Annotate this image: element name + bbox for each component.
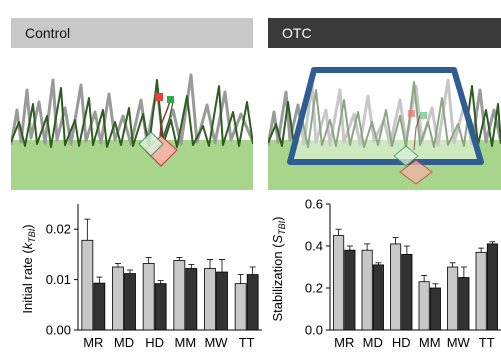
x-tick-label: MR (334, 335, 354, 350)
x-tick-label: MR (83, 335, 103, 350)
teabag (393, 110, 433, 185)
y-axis-label-symbol: S (270, 234, 285, 243)
x-tick-label: MD (363, 335, 383, 350)
bar (204, 268, 216, 331)
x-tick-label: MD (114, 335, 134, 350)
y-tick-label: 0.01 (46, 272, 71, 287)
bar (475, 251, 487, 331)
y-tick-label: 0.2 (305, 281, 323, 296)
tag-green (420, 112, 427, 119)
y-tick-label: 0.4 (305, 239, 323, 254)
y-axis-label-symbol: k (20, 241, 35, 249)
y-tick-label: 0.6 (305, 197, 323, 212)
bar (458, 277, 470, 331)
y-axis-label-text: Initial rate ( (20, 249, 35, 314)
bar (154, 283, 167, 331)
y-axis-label-text: ) (270, 216, 285, 220)
bar (401, 254, 413, 331)
x-tick-label: TT (479, 335, 495, 350)
panel-header-otc: OTC (268, 18, 501, 48)
bar (93, 282, 106, 331)
y-tick-label: 0.02 (46, 222, 71, 237)
bar (344, 249, 356, 331)
y-axis-label-text: Stabilization ( (270, 243, 285, 322)
bar (124, 273, 136, 331)
tag-red (408, 110, 415, 117)
bar (429, 287, 441, 331)
tag-red (155, 93, 163, 101)
ground (11, 140, 253, 190)
panel-header-control: Control (11, 18, 253, 48)
x-tick-label: HD (392, 335, 411, 350)
bar (142, 263, 155, 331)
bar (361, 249, 373, 331)
y-axis-label: Initial rate (kTBI) (20, 224, 37, 313)
chart-initial-rate: 0.00 0.01 0.02 Initial rate (kTBI) MR MD HD MM M… (20, 204, 262, 350)
control-scene (11, 73, 253, 190)
y-axis-label: Stabilization (STBI) (270, 216, 287, 321)
bar (447, 266, 459, 331)
x-tick-label: TT (239, 335, 255, 350)
otc-chamber-fill (290, 70, 481, 162)
x-tick-label: MW (447, 335, 471, 350)
grass-dark (268, 81, 501, 148)
bar (185, 268, 198, 331)
grass-dark (11, 79, 253, 148)
x-tick-label: MM (419, 335, 441, 350)
bar (81, 239, 94, 331)
teabag (138, 93, 178, 167)
y-axis-label-text: ) (20, 224, 35, 228)
bar (418, 281, 430, 331)
x-tick-label: HD (145, 335, 164, 350)
otc-chamber-outline (287, 67, 484, 165)
bar (372, 264, 384, 331)
x-tick-label: MW (204, 335, 228, 350)
x-tick-label: MM (174, 335, 196, 350)
bar (246, 274, 259, 331)
grass-grey (11, 73, 253, 146)
y-axis-label-subscript: TBI (277, 220, 287, 235)
y-tick-label: 0.00 (46, 323, 71, 338)
tag-green (167, 96, 174, 103)
y-tick-label: 0.0 (305, 323, 323, 338)
bar (173, 260, 186, 331)
chart-stabilization: 0.0 0.2 0.4 0.6 Stabilization (STBI) MR MD HD MM… (270, 197, 501, 350)
bar (486, 243, 498, 331)
bar (234, 283, 247, 331)
bar (390, 243, 402, 331)
otc-scene (268, 67, 501, 190)
y-axis-label-subscript: TBI (27, 228, 37, 243)
bar (112, 266, 124, 331)
bar (216, 271, 228, 331)
bar (333, 235, 345, 331)
